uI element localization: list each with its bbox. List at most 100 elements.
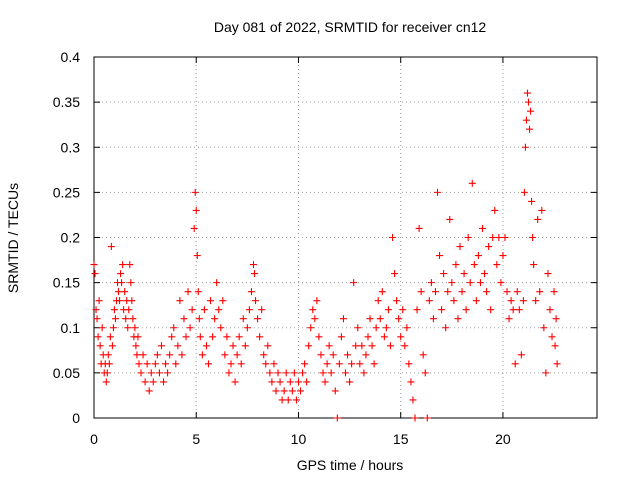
data-point: [195, 315, 203, 323]
data-point: [237, 360, 245, 368]
data-point: [429, 315, 437, 323]
data-point: [217, 324, 225, 332]
data-point: [366, 315, 374, 323]
data-point: [466, 279, 474, 287]
data-point: [442, 324, 450, 332]
data-point: [380, 333, 388, 341]
data-point: [307, 324, 315, 332]
data-point: [521, 143, 529, 151]
data-point: [108, 342, 116, 350]
data-point: [374, 297, 382, 305]
data-point: [243, 324, 251, 332]
data-point: [301, 360, 309, 368]
data-point: [280, 387, 288, 395]
data-point: [534, 215, 542, 223]
data-point: [134, 333, 142, 341]
x-tick-label: 0: [90, 431, 98, 447]
y-tick-label: 0.1: [61, 320, 81, 336]
data-point: [491, 206, 499, 214]
data-point: [268, 378, 276, 386]
data-point: [517, 351, 525, 359]
data-point: [135, 360, 143, 368]
y-tick-label: 0.3: [61, 139, 81, 155]
data-point: [157, 342, 165, 350]
data-point: [258, 306, 266, 314]
data-point: [241, 342, 249, 350]
data-point: [523, 89, 531, 97]
data-point: [143, 360, 151, 368]
data-point: [540, 324, 548, 332]
data-point: [174, 342, 182, 350]
data-point: [194, 288, 202, 296]
data-point: [354, 324, 362, 332]
data-point: [260, 351, 268, 359]
data-point: [507, 297, 515, 305]
data-point: [235, 333, 243, 341]
data-point: [182, 333, 190, 341]
data-point: [515, 306, 523, 314]
data-point: [481, 270, 489, 278]
data-point: [205, 360, 213, 368]
data-point: [276, 378, 284, 386]
data-point: [411, 414, 419, 422]
data-point: [193, 252, 201, 260]
data-point: [221, 351, 229, 359]
x-tick-label: 20: [495, 431, 511, 447]
data-point: [184, 288, 192, 296]
data-point: [553, 360, 561, 368]
data-point: [202, 342, 210, 350]
data-point: [409, 396, 417, 404]
data-point: [323, 360, 331, 368]
y-tick-label: 0.4: [61, 49, 81, 65]
data-point: [513, 288, 521, 296]
data-point: [94, 333, 102, 341]
data-point: [401, 342, 409, 350]
data-point: [93, 315, 101, 323]
data-point: [196, 333, 204, 341]
data-point: [166, 351, 174, 359]
data-point: [407, 378, 415, 386]
data-point: [458, 288, 466, 296]
data-point: [425, 297, 433, 305]
data-point: [170, 324, 178, 332]
data-point: [200, 306, 208, 314]
data-point: [105, 360, 113, 368]
y-tick-label: 0.05: [53, 365, 80, 381]
data-point: [321, 378, 329, 386]
data-point: [362, 351, 370, 359]
data-point: [405, 360, 413, 368]
data-point: [327, 369, 335, 377]
data-point: [519, 297, 527, 305]
data-point: [231, 378, 239, 386]
data-point: [395, 315, 403, 323]
data-point: [352, 342, 360, 350]
data-point: [325, 342, 333, 350]
data-point: [319, 369, 327, 377]
data-point: [450, 297, 458, 305]
y-tick-label: 0.25: [53, 184, 80, 200]
data-point: [368, 342, 376, 350]
data-point: [397, 333, 405, 341]
data-point: [109, 324, 117, 332]
data-point: [121, 288, 129, 296]
data-point: [472, 297, 480, 305]
data-point: [266, 369, 274, 377]
data-point: [532, 297, 540, 305]
data-point: [370, 360, 378, 368]
chart-title: Day 081 of 2022, SRMTID for receiver cn1…: [214, 19, 487, 35]
data-point: [431, 288, 439, 296]
data-point: [191, 188, 199, 196]
data-point: [91, 270, 99, 278]
data-point: [278, 396, 286, 404]
data-point: [286, 378, 294, 386]
data-point: [548, 333, 556, 341]
data-point: [476, 279, 484, 287]
data-point: [262, 360, 270, 368]
data-point: [192, 206, 200, 214]
x-axis-label: GPS time / hours: [297, 457, 404, 473]
data-point: [358, 342, 366, 350]
data-point: [313, 297, 321, 305]
data-point: [297, 387, 305, 395]
